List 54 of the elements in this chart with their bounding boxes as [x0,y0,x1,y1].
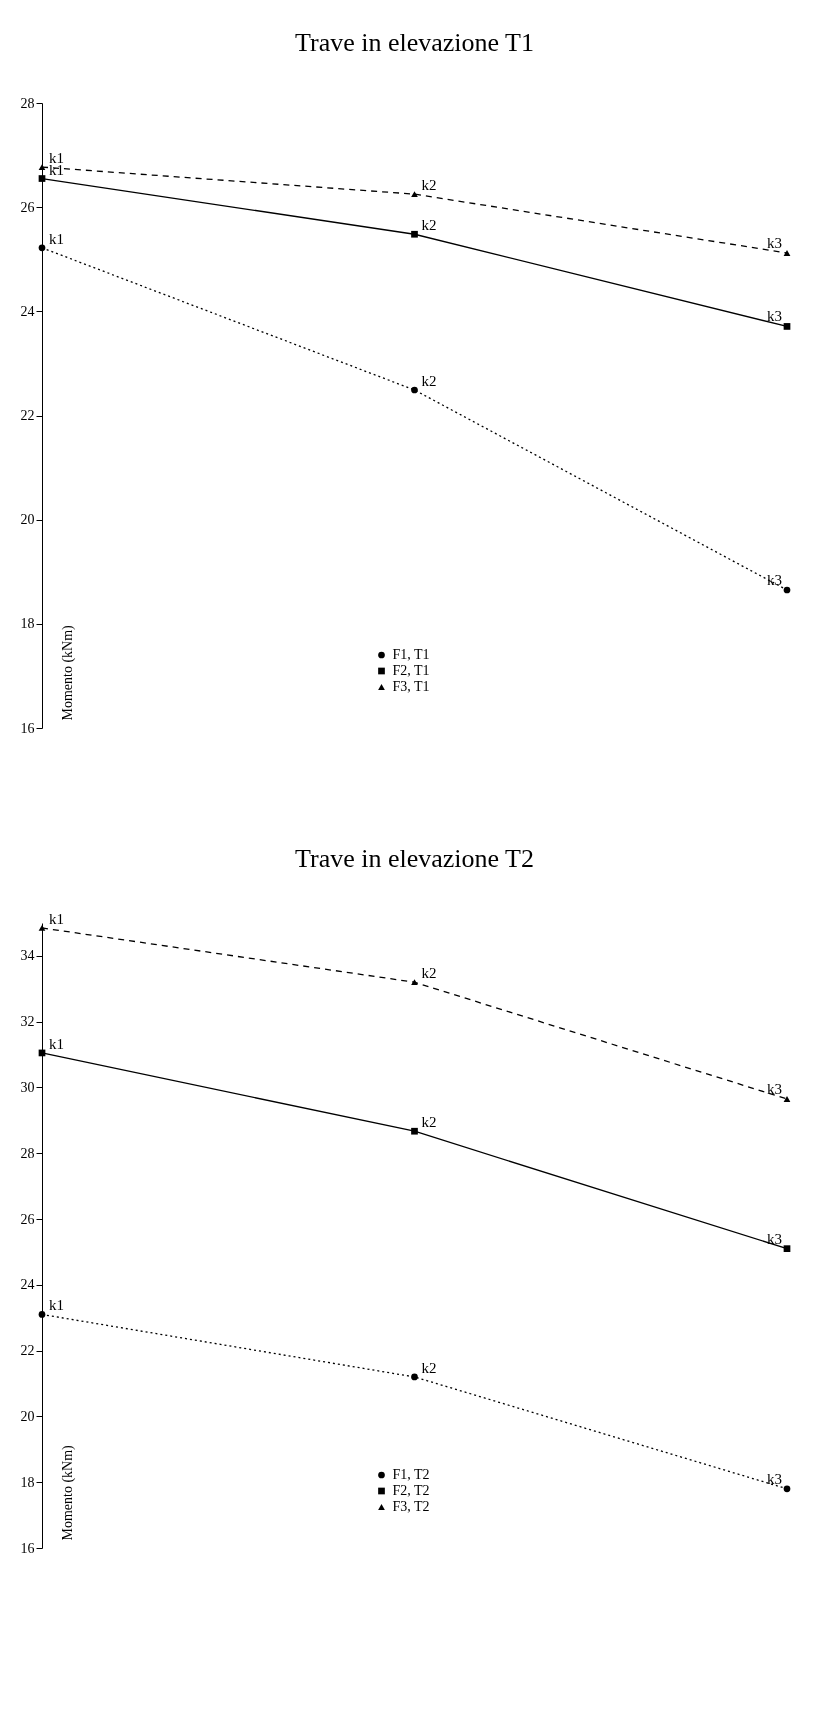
point [38,175,46,182]
legend-label: F2, T2 [392,1483,430,1498]
category-label: k2 [421,177,437,194]
point [38,164,46,170]
point [411,1373,418,1381]
legend-label: F3, T2 [392,1499,430,1514]
point [38,1311,46,1318]
legend-label: F1, T2 [392,1467,430,1482]
category-label: k3 [767,308,782,325]
point [783,1485,791,1493]
point [783,323,791,330]
category-label: k1 [49,1035,64,1052]
point [783,1096,791,1102]
legend-label: F2, T1 [392,663,430,678]
point [783,250,791,256]
y-tick-label: 24 [20,303,35,319]
point [411,386,418,394]
point [411,230,418,238]
category-label: k1 [49,910,64,927]
y-tick-label: 26 [20,1211,35,1227]
y-tick-label: 28 [20,1145,35,1161]
point [783,586,791,594]
y-tick-label: 32 [20,1014,35,1030]
y-tick-label: 34 [20,948,35,964]
category-label: k2 [421,217,437,234]
point [38,244,46,252]
y-tick-label: 18 [20,1474,35,1490]
point [411,979,418,986]
point [411,191,418,198]
y-axis-title: Momento (kNm) [59,1444,76,1541]
y-tick-label: 22 [20,1343,35,1359]
category-label: k3 [767,1080,782,1097]
category-label: k2 [421,1114,437,1131]
legend-label: F3, T1 [392,679,430,694]
y-tick-label: 16 [20,720,35,736]
y-tick-label: 20 [20,512,35,528]
category-label: k2 [421,965,437,982]
point [783,1245,791,1253]
legend-label: F1, T1 [392,647,430,662]
y-tick-label: 26 [20,199,35,215]
y-tick-label: 30 [20,1079,35,1095]
y-tick-label: 16 [20,1540,35,1556]
chart-title: Trave in elevazione T2 [295,843,534,873]
y-tick-label: 18 [20,616,35,632]
y-tick-label: 22 [20,408,35,423]
chart-title: Trave in elevazione T1 [295,28,534,57]
point [38,925,46,931]
point [411,1127,418,1135]
y-tick-label: 24 [20,1277,35,1293]
category-label: k3 [767,1230,782,1247]
category-label: k3 [767,235,782,251]
y-tick-label: 28 [20,95,35,111]
y-axis-title: Momento (kNm) [59,624,76,721]
y-tick-label: 20 [20,1408,35,1424]
